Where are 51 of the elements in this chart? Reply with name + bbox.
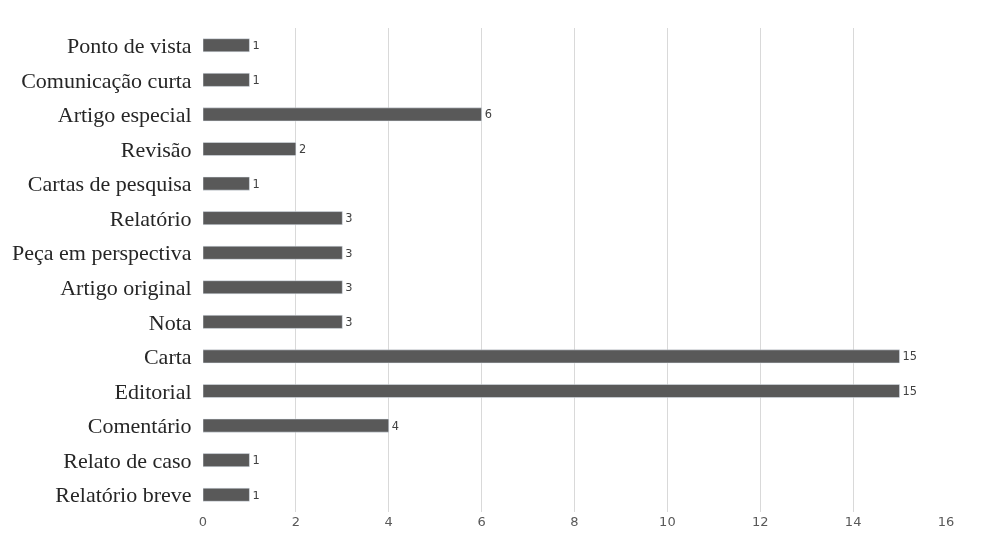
data-label: 6 xyxy=(484,107,492,122)
bar xyxy=(203,142,297,156)
bar xyxy=(203,38,250,53)
data-label: 1 xyxy=(252,72,260,87)
data-label: 4 xyxy=(391,418,399,433)
bar xyxy=(203,384,900,398)
y-tick-label: Revisão xyxy=(120,136,192,162)
y-tick-label: Relatório xyxy=(109,205,192,231)
x-tick-label: 2 xyxy=(291,514,301,529)
bar xyxy=(203,245,343,260)
bar xyxy=(203,176,250,191)
data-label: 3 xyxy=(345,280,353,295)
x-tick-label: 0 xyxy=(198,514,208,529)
y-tick-label: Nota xyxy=(148,309,192,335)
data-label: 2 xyxy=(298,141,307,156)
y-tick-label: Relatório breve xyxy=(55,482,192,508)
x-tick-label: 10 xyxy=(659,514,676,529)
x-tick-label: 4 xyxy=(384,514,393,529)
x-tick-label: 8 xyxy=(570,514,579,529)
bar xyxy=(203,349,900,364)
y-tick-label: Relato de caso xyxy=(63,447,192,473)
data-label: 3 xyxy=(345,211,353,226)
x-tick-label: 6 xyxy=(477,514,486,529)
y-tick-label: Peça em perspectiva xyxy=(12,240,192,266)
x-tick-label: 16 xyxy=(937,514,955,529)
data-label: 1 xyxy=(252,487,260,502)
data-label: 15 xyxy=(902,349,918,364)
bar xyxy=(203,211,343,225)
y-tick-label: Ponto de vista xyxy=(66,32,192,58)
data-label: 1 xyxy=(252,176,260,191)
bar xyxy=(203,73,250,87)
bar xyxy=(203,107,482,122)
x-tick-label: 14 xyxy=(844,514,862,529)
y-tick-label: Carta xyxy=(143,344,192,370)
data-label: 1 xyxy=(252,453,260,468)
bar xyxy=(203,487,250,502)
data-label: 15 xyxy=(902,383,918,398)
y-tick-label: Artigo especial xyxy=(57,102,192,128)
bar xyxy=(203,280,343,295)
data-label: 1 xyxy=(252,38,260,53)
y-tick-label: Comentário xyxy=(87,413,192,439)
y-tick-label: Cartas de pesquisa xyxy=(27,171,192,197)
x-tick-label: 12 xyxy=(751,514,769,529)
data-label: 3 xyxy=(345,245,353,260)
bar xyxy=(203,453,250,467)
y-tick-label: Artigo original xyxy=(60,274,192,300)
bar xyxy=(203,418,389,433)
y-tick-label: Editorial xyxy=(114,378,192,404)
bar xyxy=(203,315,343,329)
y-tick-label: Comunicação curta xyxy=(21,67,192,93)
data-label: 3 xyxy=(345,314,353,329)
